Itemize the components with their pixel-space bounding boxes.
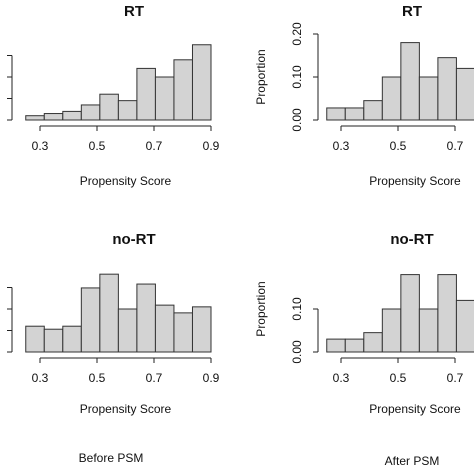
x-tick-label: 0.3 bbox=[333, 371, 350, 385]
x-tick-label: 0.5 bbox=[89, 371, 106, 385]
bar bbox=[117, 308, 138, 353]
bar bbox=[80, 287, 101, 353]
y-axis-label: Proportion bbox=[254, 281, 268, 336]
x-axis-label: Propensity Score bbox=[369, 174, 461, 188]
y-tick-label: 0.20 bbox=[290, 22, 304, 46]
bar bbox=[437, 274, 457, 353]
x-tick-label: 0.9 bbox=[203, 371, 220, 385]
bar bbox=[80, 104, 101, 121]
x-tick-label: 0.9 bbox=[203, 139, 220, 153]
bar bbox=[62, 110, 82, 121]
bar bbox=[136, 67, 156, 121]
bar bbox=[418, 308, 439, 353]
y-tick-label: 0.10 bbox=[290, 65, 304, 89]
x-axis-label: Propensity Score bbox=[369, 402, 461, 416]
y-tick-label: 0.10 bbox=[290, 297, 304, 321]
bar bbox=[326, 338, 346, 353]
x-tick-label: 0.5 bbox=[390, 371, 407, 385]
bar bbox=[25, 325, 45, 353]
bar bbox=[381, 76, 402, 121]
x-axis-label: Propensity Score bbox=[80, 402, 172, 416]
x-tick-label: 0.7 bbox=[146, 139, 163, 153]
x-tick-label: 0.7 bbox=[447, 139, 464, 153]
bar bbox=[62, 325, 82, 353]
bar bbox=[381, 308, 402, 353]
bar bbox=[418, 76, 439, 121]
caption: Before PSM bbox=[79, 451, 144, 465]
bar bbox=[191, 306, 212, 353]
bar bbox=[363, 332, 383, 353]
bar bbox=[173, 59, 193, 121]
bar bbox=[154, 76, 175, 121]
x-tick-label: 0.5 bbox=[390, 139, 407, 153]
bar bbox=[136, 283, 156, 353]
y-tick-label: 0.00 bbox=[290, 340, 304, 364]
bar bbox=[173, 312, 193, 353]
bar bbox=[455, 67, 474, 121]
bar bbox=[400, 274, 420, 353]
bar bbox=[154, 304, 175, 353]
x-tick-label: 0.7 bbox=[146, 371, 163, 385]
bar bbox=[43, 113, 64, 121]
bar bbox=[43, 328, 64, 353]
bar bbox=[191, 44, 212, 121]
caption: After PSM bbox=[385, 454, 440, 468]
chart-title: RT bbox=[124, 3, 144, 20]
bar bbox=[344, 107, 365, 121]
bar bbox=[400, 42, 420, 121]
x-tick-label: 0.3 bbox=[333, 139, 350, 153]
bar bbox=[363, 100, 383, 121]
bar bbox=[344, 338, 365, 353]
x-tick-label: 0.5 bbox=[89, 139, 106, 153]
bar bbox=[455, 299, 474, 353]
y-tick-label: 0.00 bbox=[290, 108, 304, 132]
chart-title: no-RT bbox=[390, 231, 433, 248]
bar bbox=[99, 93, 119, 121]
x-tick-label: 0.3 bbox=[32, 139, 49, 153]
chart-title: no-RT bbox=[112, 231, 155, 248]
bar bbox=[117, 100, 138, 121]
bar bbox=[99, 273, 119, 353]
y-axis-label: Proportion bbox=[254, 49, 268, 104]
x-tick-label: 0.3 bbox=[32, 371, 49, 385]
chart-title: RT bbox=[402, 3, 422, 20]
bar bbox=[25, 115, 45, 121]
x-axis-label: Propensity Score bbox=[80, 174, 172, 188]
bar bbox=[437, 57, 457, 121]
bar bbox=[326, 107, 346, 121]
x-tick-label: 0.7 bbox=[447, 371, 464, 385]
